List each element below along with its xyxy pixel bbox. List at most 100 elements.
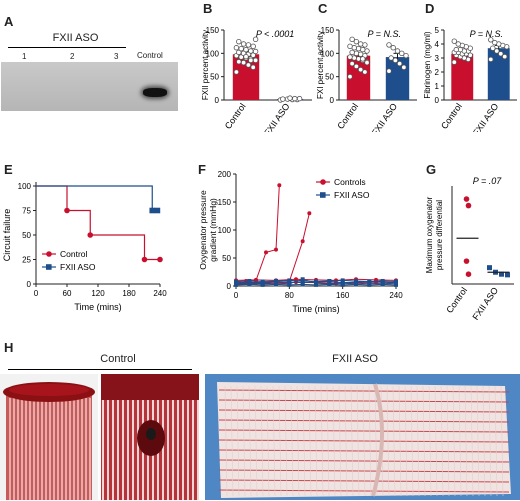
series-marker	[307, 211, 312, 216]
photo-stripe	[368, 385, 372, 497]
photo-stripe	[248, 385, 252, 497]
photo-stripe	[458, 385, 462, 497]
y-tick-label: 50	[210, 73, 219, 82]
photo-stripe	[494, 385, 498, 497]
legend-label: Controls	[334, 177, 366, 187]
x-axis-label: Time (mins)	[292, 304, 339, 314]
y-tick-label: 0	[215, 96, 220, 105]
data-point	[248, 57, 254, 64]
photo-stripe	[488, 385, 492, 497]
data-point	[392, 57, 399, 64]
data-point	[296, 95, 303, 102]
y-tick-label: 50	[222, 254, 231, 263]
series-marker	[247, 278, 252, 283]
p-value-annotation: P = N.S.	[470, 29, 503, 39]
photo-stripe	[260, 385, 264, 497]
data-point	[362, 69, 368, 75]
data-point	[245, 62, 252, 68]
y-axis-label: FXI percent activity	[316, 31, 325, 99]
blot-control-band	[143, 88, 167, 97]
data-point	[250, 64, 256, 71]
y-tick-label: 3	[435, 54, 440, 63]
y-axis-label: Fibrinogen (mg/ml)	[423, 31, 432, 98]
photo-stripe	[308, 385, 312, 497]
panel-letter-h: H	[4, 340, 14, 355]
x-tick-label: 180	[122, 289, 136, 298]
photo-stripe	[386, 385, 390, 497]
photo-stripe	[416, 385, 420, 497]
series-marker	[264, 250, 268, 255]
photo-control-oxygenator	[0, 374, 98, 500]
data-point	[238, 45, 244, 52]
y-tick-label: 0	[27, 280, 32, 289]
x-axis-label: Time (mins)	[74, 302, 121, 312]
data-point	[347, 73, 353, 80]
category-label: FXII ASO	[470, 285, 500, 321]
data-point	[505, 272, 510, 278]
series-line-0	[36, 185, 160, 261]
chart-g: Maximum oxygenator pressure differential C…	[425, 176, 514, 322]
data-point	[353, 38, 360, 45]
data-point	[463, 196, 470, 202]
y-tick-label: 0	[435, 96, 440, 105]
y-axis-label: FXII percent activity	[201, 30, 210, 100]
data-point	[360, 46, 366, 53]
data-point	[357, 51, 364, 57]
blot-group-label: FXII ASO	[52, 32, 99, 44]
data-point	[240, 59, 247, 66]
legend-marker	[320, 192, 326, 198]
y-axis-label: Maximum oxygenator	[425, 196, 434, 273]
series-marker	[354, 281, 358, 286]
photo-stripe	[314, 385, 318, 497]
photo-aso-label: FXII ASO	[332, 353, 378, 365]
photo-stripe	[446, 385, 450, 497]
data-point	[233, 69, 240, 75]
series-marker	[327, 278, 332, 283]
data-point	[451, 38, 457, 44]
bar-control	[451, 53, 474, 100]
blot-control-label: Control	[137, 51, 163, 60]
photo-stripe	[224, 385, 228, 497]
y-tick-label: 150	[206, 26, 220, 35]
panel-letter-c: C	[318, 1, 328, 16]
photo-stripe	[476, 385, 480, 497]
photo-aso-oxygenator-drawing	[205, 374, 520, 500]
y-tick-label: 100	[18, 182, 32, 191]
bar-control	[346, 55, 371, 100]
data-point	[403, 52, 409, 59]
category-label: FXII ASO	[262, 101, 292, 132]
photo-stripe	[230, 385, 234, 497]
data-point	[292, 95, 298, 102]
photo-control-closeup	[101, 374, 199, 500]
photo-stripe	[362, 385, 366, 497]
panel-letter-a: A	[4, 14, 14, 29]
photo-stripe	[350, 385, 354, 497]
legend-label: Control	[60, 249, 88, 259]
y-tick-label: 1	[435, 82, 440, 91]
series-marker	[340, 281, 345, 286]
series-marker	[154, 207, 161, 214]
series-marker	[287, 281, 292, 286]
data-point	[236, 49, 242, 56]
blot-group-line	[8, 47, 126, 48]
series-marker	[274, 278, 278, 283]
series-marker	[354, 278, 358, 283]
series-marker	[367, 279, 372, 284]
series-marker	[277, 183, 282, 188]
photo-stripe	[434, 385, 438, 497]
data-point	[353, 63, 360, 70]
series-marker	[314, 279, 318, 284]
photo-stripe	[272, 385, 276, 497]
series-marker	[380, 278, 385, 283]
series-0-run-0	[235, 185, 280, 283]
data-point	[465, 202, 472, 209]
x-tick-label: 60	[63, 289, 72, 298]
blot-membrane	[1, 62, 178, 111]
data-point	[453, 46, 459, 53]
data-point	[492, 39, 498, 46]
y-tick-label: 2	[435, 68, 440, 77]
data-point	[399, 50, 405, 57]
y-tick-label: 150	[218, 198, 232, 207]
